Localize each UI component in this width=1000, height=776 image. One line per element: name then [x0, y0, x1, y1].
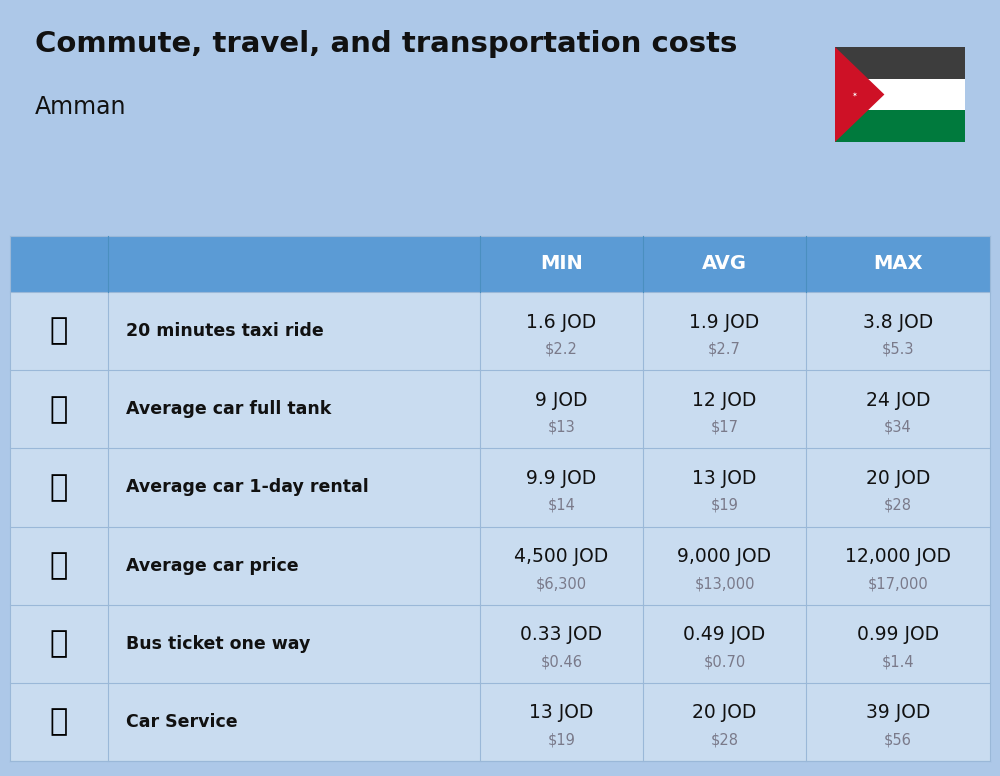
Bar — [10, 683, 990, 761]
Text: 0.99 JOD: 0.99 JOD — [857, 625, 939, 644]
Text: $17,000: $17,000 — [868, 576, 928, 591]
Text: Amman: Amman — [35, 95, 126, 119]
Text: $28: $28 — [710, 733, 738, 747]
Text: $0.46: $0.46 — [540, 654, 582, 669]
Text: $19: $19 — [711, 498, 738, 513]
Text: $6,300: $6,300 — [536, 576, 587, 591]
Bar — [10, 370, 990, 449]
Text: 1.6 JOD: 1.6 JOD — [526, 313, 597, 331]
Text: Average car full tank: Average car full tank — [126, 400, 331, 418]
Text: 0.33 JOD: 0.33 JOD — [520, 625, 603, 644]
Text: 🚙: 🚙 — [50, 473, 68, 502]
Polygon shape — [835, 47, 884, 142]
Text: 12 JOD: 12 JOD — [692, 391, 757, 410]
Text: $34: $34 — [884, 420, 912, 435]
Text: $2.2: $2.2 — [545, 341, 578, 356]
Text: ⛽: ⛽ — [50, 395, 68, 424]
Text: $19: $19 — [548, 733, 575, 747]
Text: $1.4: $1.4 — [882, 654, 914, 669]
Text: 🔧: 🔧 — [50, 708, 68, 736]
Text: 24 JOD: 24 JOD — [866, 391, 930, 410]
Text: 13 JOD: 13 JOD — [529, 703, 594, 722]
Bar — [10, 605, 990, 683]
Text: Average car 1-day rental: Average car 1-day rental — [126, 479, 369, 497]
Text: $28: $28 — [884, 498, 912, 513]
Text: $0.70: $0.70 — [703, 654, 746, 669]
Text: 39 JOD: 39 JOD — [866, 703, 930, 722]
Text: 0.49 JOD: 0.49 JOD — [683, 625, 766, 644]
Text: 20 JOD: 20 JOD — [866, 469, 930, 488]
Text: 12,000 JOD: 12,000 JOD — [845, 547, 951, 566]
Text: 🚕: 🚕 — [50, 317, 68, 345]
Text: MIN: MIN — [540, 255, 583, 273]
Text: 13 JOD: 13 JOD — [692, 469, 757, 488]
Text: 4,500 JOD: 4,500 JOD — [514, 547, 609, 566]
Text: 1.9 JOD: 1.9 JOD — [689, 313, 760, 331]
Text: $5.3: $5.3 — [882, 341, 914, 356]
Bar — [10, 236, 480, 292]
Text: $2.7: $2.7 — [708, 341, 741, 356]
Text: 9.9 JOD: 9.9 JOD — [526, 469, 597, 488]
Text: 9,000 JOD: 9,000 JOD — [677, 547, 772, 566]
Bar — [835, 47, 965, 78]
Text: Car Service: Car Service — [126, 713, 238, 731]
Text: $17: $17 — [710, 420, 738, 435]
Bar — [10, 292, 990, 370]
Text: 20 minutes taxi ride: 20 minutes taxi ride — [126, 322, 324, 340]
Text: Commute, travel, and transportation costs: Commute, travel, and transportation cost… — [35, 30, 737, 58]
Text: $56: $56 — [884, 733, 912, 747]
Text: MAX: MAX — [873, 255, 923, 273]
Bar — [835, 110, 965, 142]
Text: 20 JOD: 20 JOD — [692, 703, 757, 722]
Bar — [10, 526, 990, 605]
Text: $13,000: $13,000 — [694, 576, 755, 591]
Bar — [10, 449, 990, 526]
Bar — [480, 236, 990, 292]
Bar — [835, 78, 965, 110]
Text: Bus ticket one way: Bus ticket one way — [126, 635, 310, 653]
Text: AVG: AVG — [702, 255, 747, 273]
Text: 3.8 JOD: 3.8 JOD — [863, 313, 933, 331]
Text: 🚗: 🚗 — [50, 551, 68, 580]
Text: 9 JOD: 9 JOD — [535, 391, 588, 410]
Text: $13: $13 — [548, 420, 575, 435]
Text: Average car price: Average car price — [126, 556, 299, 574]
Text: ✶: ✶ — [852, 92, 857, 98]
Text: 🚌: 🚌 — [50, 629, 68, 658]
Text: $14: $14 — [548, 498, 575, 513]
